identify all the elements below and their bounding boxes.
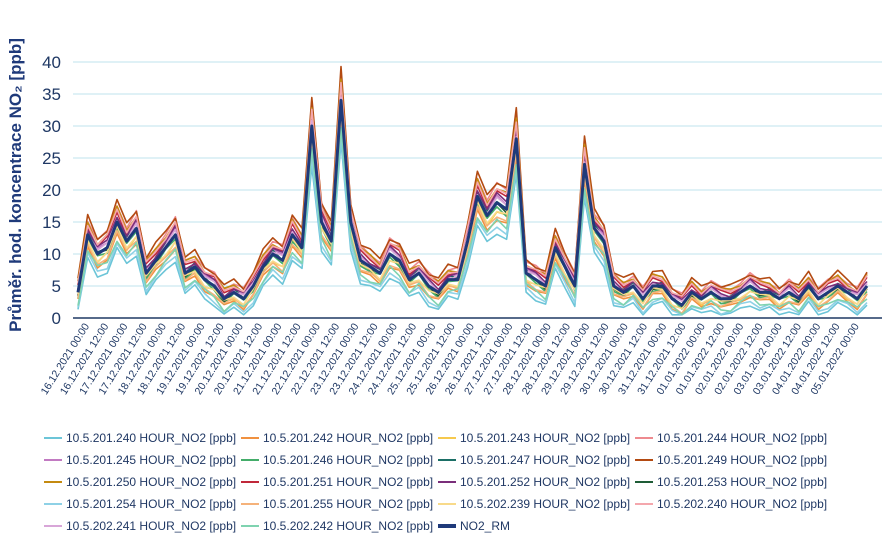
legend-item: 10.5.201.253 HOUR_NO2 [ppb] [635,472,835,491]
legend-swatch [438,458,456,461]
legend-swatch [44,524,62,527]
legend-swatch [635,458,653,461]
legend-swatch [241,458,259,461]
legend-label: 10.5.201.242 HOUR_NO2 [ppb] [263,430,434,445]
legend-label: 10.5.201.252 HOUR_NO2 [ppb] [460,474,631,489]
legend-swatch [438,523,456,528]
legend-label: 10.5.201.249 HOUR_NO2 [ppb] [657,452,828,467]
legend-item: 10.5.201.246 HOUR_NO2 [ppb] [241,450,438,469]
legend-item: 10.5.201.243 HOUR_NO2 [ppb] [438,428,635,447]
legend-swatch [438,502,456,505]
y-tick-label: 5 [52,277,61,296]
series-line-1 [77,141,868,316]
y-tick-label: 10 [42,245,61,264]
legend-label: 10.5.201.253 HOUR_NO2 [ppb] [657,474,828,489]
legend-label: 10.5.201.255 HOUR_NO2 [ppb] [263,496,434,511]
legend-item: 10.5.201.249 HOUR_NO2 [ppb] [635,450,835,469]
chart-svg: 0 5 10 15 20 25 30 35 40 Průměr. hod. koncentrace… [6,38,882,397]
legend-item: NO2_RM [438,516,635,535]
y-tick-label: 30 [42,117,61,136]
legend-item: 10.5.201.254 HOUR_NO2 [ppb] [44,494,241,513]
legend-item: 10.5.201.245 HOUR_NO2 [ppb] [44,450,241,469]
legend-swatch [44,502,62,505]
legend-item: 10.5.201.244 HOUR_NO2 [ppb] [635,428,835,447]
legend-label: 10.5.201.246 HOUR_NO2 [ppb] [263,452,434,467]
legend-label: 10.5.201.240 HOUR_NO2 [ppb] [66,430,237,445]
legend-item: 10.5.201.247 HOUR_NO2 [ppb] [438,450,635,469]
legend-swatch [241,480,259,483]
legend-swatch [241,436,259,439]
legend-item: 10.5.202.241 HOUR_NO2 [ppb] [44,516,241,535]
legend-label: 10.5.201.247 HOUR_NO2 [ppb] [460,452,631,467]
legend-label: 10.5.201.254 HOUR_NO2 [ppb] [66,496,237,511]
legend-item: 10.5.202.240 HOUR_NO2 [ppb] [635,494,835,513]
series-line-16 [77,81,868,297]
legend-item: 10.5.201.240 HOUR_NO2 [ppb] [44,428,241,447]
legend-swatch [241,524,259,527]
legend-label: 10.5.201.243 HOUR_NO2 [ppb] [460,430,631,445]
y-tick-label: 0 [52,309,61,328]
legend-label: 10.5.202.239 HOUR_NO2 [ppb] [460,496,631,511]
legend-item: 10.5.202.242 HOUR_NO2 [ppb] [241,516,438,535]
y-tick-label: 15 [42,213,61,232]
legend-label: 10.5.202.240 HOUR_NO2 [ppb] [657,496,828,511]
legend-label: 10.5.201.245 HOUR_NO2 [ppb] [66,452,237,467]
legend-swatch [438,480,456,483]
legend-swatch [241,502,259,505]
legend-swatch [438,436,456,439]
legend-item: 10.5.201.251 HOUR_NO2 [ppb] [241,472,438,491]
series-line-18 [77,127,868,316]
y-tick-label: 35 [42,85,61,104]
legend-label: 10.5.202.241 HOUR_NO2 [ppb] [66,518,237,533]
legend-swatch [44,458,62,461]
legend-label: NO2_RM [460,518,511,533]
series-line-8 [77,65,868,297]
y-tick-label: 25 [42,149,61,168]
y-tick-label: 40 [42,53,61,72]
legend-swatch [635,502,653,505]
legend-label: 10.5.201.251 HOUR_NO2 [ppb] [263,474,434,489]
legend-label: 10.5.202.242 HOUR_NO2 [ppb] [263,518,434,533]
y-axis-title: Průměr. hod. koncentrace NO₂ [ppb] [6,38,25,332]
legend-item: 10.5.202.239 HOUR_NO2 [ppb] [438,494,635,513]
legend-item: 10.5.201.250 HOUR_NO2 [ppb] [44,472,241,491]
series-line-14 [77,115,868,315]
y-tick-label: 20 [42,181,61,200]
legend-item: 10.5.201.255 HOUR_NO2 [ppb] [241,494,438,513]
legend-swatch [635,480,653,483]
series-line-no2-rm [76,98,869,307]
legend-swatch [44,436,62,439]
legend-swatch [635,436,653,439]
legend-label: 10.5.201.244 HOUR_NO2 [ppb] [657,430,828,445]
legend-item: 10.5.201.252 HOUR_NO2 [ppb] [438,472,635,491]
legend: 10.5.201.240 HOUR_NO2 [ppb] 10.5.201.242 … [44,428,890,535]
legend-item: 10.5.201.242 HOUR_NO2 [ppb] [241,428,438,447]
legend-swatch [44,480,62,483]
legend-label: 10.5.201.250 HOUR_NO2 [ppb] [66,474,237,489]
